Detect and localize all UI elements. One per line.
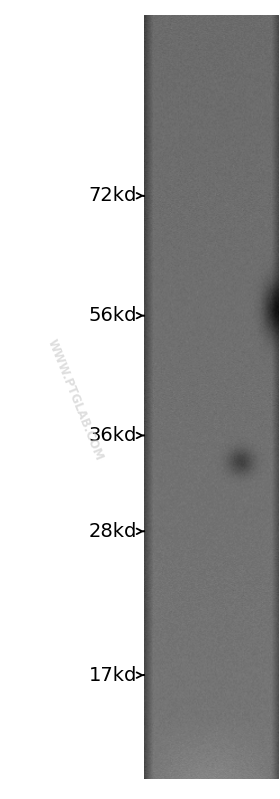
Text: 17kd: 17kd: [89, 666, 137, 685]
Text: 28kd: 28kd: [89, 522, 137, 541]
Text: 36kd: 36kd: [89, 426, 137, 445]
Text: 72kd: 72kd: [89, 186, 137, 205]
Text: WWW.PTGLAB.COM: WWW.PTGLAB.COM: [45, 337, 106, 462]
Text: 56kd: 56kd: [89, 306, 137, 325]
